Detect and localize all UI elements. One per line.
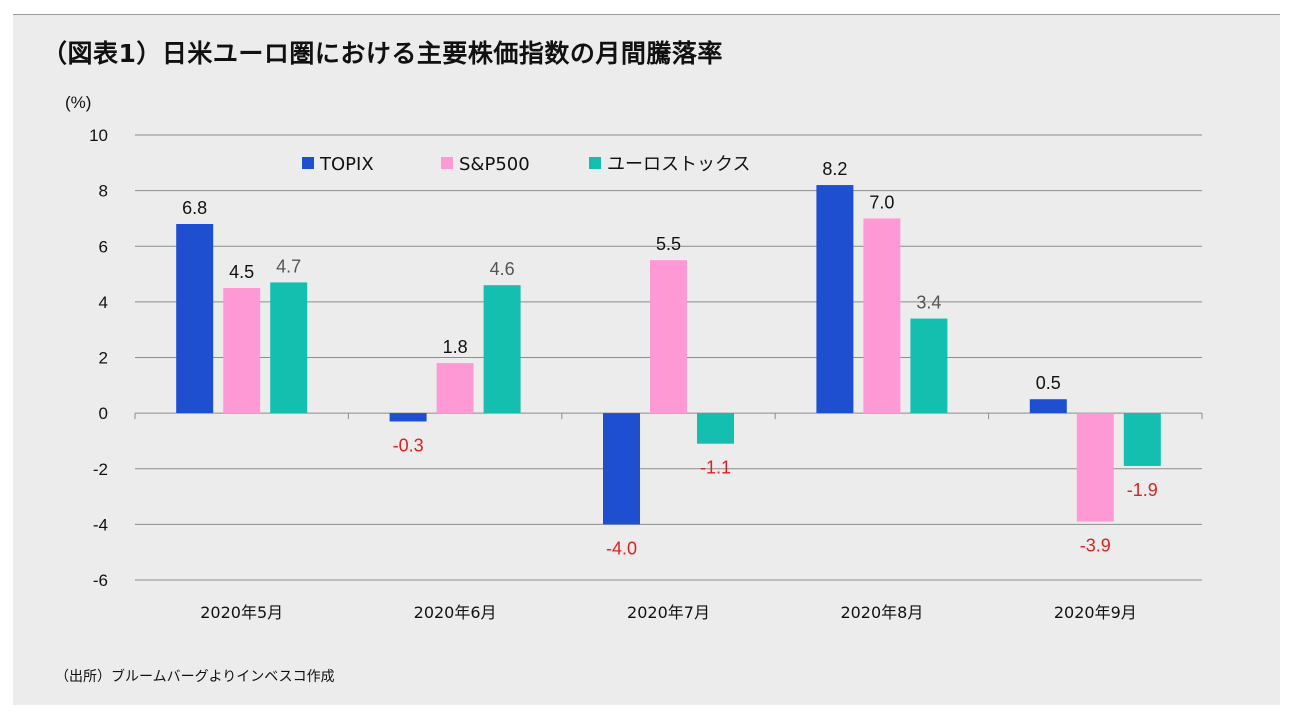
data-label: 7.0 xyxy=(869,192,894,212)
top-rule xyxy=(13,14,1280,15)
source-note: （出所）ブルームバーグよりインベスコ作成 xyxy=(55,669,335,685)
data-label: 3.4 xyxy=(916,293,941,313)
bar-ユーロストックス xyxy=(270,282,308,414)
data-label: 1.8 xyxy=(443,337,468,357)
data-label: 6.8 xyxy=(182,198,207,218)
y-tick-label: 6 xyxy=(99,237,108,256)
bar-ユーロストックス xyxy=(1123,413,1161,466)
data-label: 0.5 xyxy=(1036,373,1061,393)
x-category-label: 2020年6月 xyxy=(414,603,497,622)
bar-TOPIX xyxy=(389,413,427,422)
data-label: -0.3 xyxy=(393,435,424,455)
y-tick-label: 8 xyxy=(99,182,108,201)
bar-TOPIX xyxy=(1029,399,1067,414)
legend-label-TOPIX: TOPIX xyxy=(319,154,374,175)
bar-TOPIX xyxy=(816,185,854,414)
bar-ユーロストックス xyxy=(910,318,948,414)
data-label: 4.6 xyxy=(490,259,515,279)
x-category-label: 2020年5月 xyxy=(200,603,283,622)
x-category-label: 2020年8月 xyxy=(840,603,923,622)
bar-ユーロストックス xyxy=(483,285,521,414)
data-label: 8.2 xyxy=(822,159,847,179)
data-label: -1.9 xyxy=(1127,480,1158,500)
bar-S&P500 xyxy=(436,363,474,414)
data-label: -3.9 xyxy=(1080,536,1111,556)
y-tick-label: -4 xyxy=(93,515,108,534)
chart-title: （図表1）日米ユーロ圏における主要株価指数の月間騰落率 xyxy=(42,39,723,68)
data-label: -4.0 xyxy=(606,538,637,558)
y-axis-unit: (%) xyxy=(65,93,91,112)
y-tick-label: 4 xyxy=(99,293,108,312)
y-tick-label: 2 xyxy=(99,349,108,368)
bar-S&P500 xyxy=(223,287,261,414)
legend-swatch-S&P500 xyxy=(441,157,453,169)
legend-swatch-ユーロストックス xyxy=(589,157,601,169)
y-tick-label: 0 xyxy=(99,404,108,423)
data-label: 4.7 xyxy=(276,256,301,276)
bar-TOPIX xyxy=(176,224,214,414)
bar-TOPIX xyxy=(603,413,640,525)
legend-label-ユーロストックス: ユーロストックス xyxy=(607,154,750,175)
bar-S&P500 xyxy=(1076,413,1114,522)
data-label: -1.1 xyxy=(700,458,731,478)
x-category-label: 2020年7月 xyxy=(627,603,710,622)
data-label: 5.5 xyxy=(656,234,681,254)
bar-S&P500 xyxy=(650,260,687,414)
y-tick-label: -2 xyxy=(93,460,108,479)
y-tick-label: -6 xyxy=(93,571,108,590)
legend-swatch-TOPIX xyxy=(302,157,314,169)
legend-label-S&P500: S&P500 xyxy=(459,154,530,175)
bar-ユーロストックス xyxy=(697,413,734,444)
y-tick-label: 10 xyxy=(89,126,108,145)
data-label: 4.5 xyxy=(229,262,254,282)
x-category-label: 2020年9月 xyxy=(1054,603,1137,622)
bar-S&P500 xyxy=(863,218,901,414)
